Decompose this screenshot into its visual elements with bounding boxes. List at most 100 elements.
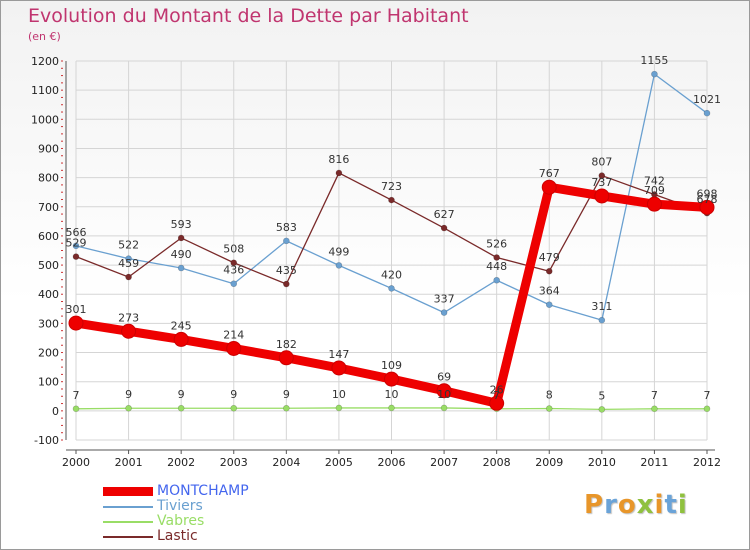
data-point-lastic (125, 273, 132, 281)
legend-label-lastic: Lastic (157, 528, 198, 544)
x-tick-label: 2006 (378, 456, 406, 469)
data-label-tiviers: 566 (66, 226, 87, 239)
data-point-tiviers (440, 309, 448, 316)
data-point-lastic (283, 280, 290, 288)
x-tick-label: 2008 (483, 456, 511, 469)
chart-title: Evolution du Montant de la Dette par Hab… (28, 5, 469, 27)
data-label-tiviers: 311 (591, 300, 612, 313)
data-label-vabres: 9 (230, 388, 237, 401)
legend-label-vabres: Vabres (157, 513, 205, 529)
data-label-tiviers: 337 (434, 293, 455, 306)
data-label-tiviers: 490 (171, 248, 192, 261)
data-label-montchamp: 245 (171, 319, 192, 332)
data-label-vabres: 10 (437, 388, 451, 401)
data-point-lastic (335, 169, 343, 177)
data-label-vabres: 9 (125, 388, 132, 401)
data-label-montchamp: 26 (490, 383, 504, 396)
data-label-tiviers: 1021 (693, 93, 721, 106)
data-label-lastic: 526 (486, 237, 507, 250)
data-point-lastic (545, 267, 553, 275)
x-tick-label: 2010 (588, 456, 616, 469)
x-tick-label: 2007 (430, 456, 458, 469)
y-tick-label: 1100 (31, 84, 59, 97)
data-point-vabres (283, 404, 290, 412)
axes: -100 0 100 200 300 400 500 600 700 800 900 1000 1100… (31, 55, 721, 469)
data-label-vabres: 7 (493, 389, 500, 402)
legend: MONTCHAMP Tiviers Vabres Lastic (103, 484, 249, 544)
y-tick-label: 500 (38, 259, 59, 272)
data-label-montchamp: 109 (381, 359, 402, 372)
data-point-vabres (703, 405, 711, 413)
data-label-vabres: 9 (178, 388, 185, 401)
legend-item-tiviers: Tiviers (103, 499, 249, 514)
legend-item-lastic: Lastic (103, 529, 249, 544)
x-tick-label: 2004 (272, 456, 300, 469)
x-tick-label: 2000 (62, 456, 90, 469)
data-point-tiviers (703, 109, 711, 117)
data-point-montchamp (121, 323, 137, 339)
data-point-tiviers (545, 301, 553, 309)
data-label-montchamp: 737 (591, 176, 612, 189)
data-label-lastic: 508 (223, 243, 244, 256)
data-label-montchamp: 709 (644, 184, 665, 197)
y-tick-label: 700 (38, 201, 59, 214)
data-point-tiviers (125, 255, 132, 262)
data-label-lastic: 723 (381, 180, 402, 193)
data-point-vabres (335, 404, 343, 412)
data-point-vabres (440, 404, 448, 412)
data-point-montchamp (384, 371, 399, 387)
data-point-lastic (177, 234, 185, 242)
legend-item-vabres: Vabres (103, 514, 249, 529)
data-label-vabres: 7 (651, 389, 658, 402)
data-point-lastic (388, 196, 395, 204)
data-point-tiviers (230, 280, 238, 288)
data-point-vabres (545, 405, 553, 412)
x-tick-label: 2005 (325, 456, 353, 469)
y-tick-label: 0 (52, 405, 59, 418)
data-label-lastic: 435 (276, 264, 297, 277)
data-point-tiviers (72, 242, 80, 250)
data-label-tiviers: 499 (328, 245, 349, 258)
x-tick-label: 2012 (693, 456, 721, 469)
data-label-lastic: 459 (118, 257, 139, 270)
y-tick-label: 1200 (31, 55, 59, 68)
data-point-tiviers (651, 70, 658, 78)
proxiti-logo: Proxiti (584, 490, 688, 520)
data-label-montchamp: 69 (437, 371, 451, 384)
y-tick-label: 1000 (31, 113, 59, 126)
data-label-montchamp: 767 (539, 167, 560, 180)
y-tick-label: 200 (38, 347, 59, 360)
data-point-montchamp (646, 196, 662, 212)
data-point-montchamp (278, 350, 294, 366)
data-point-tiviers (493, 276, 500, 284)
y-tick-label: 800 (38, 172, 59, 185)
x-tick-label: 2003 (220, 456, 248, 469)
data-point-tiviers (177, 264, 185, 272)
data-point-lastic (493, 254, 500, 261)
data-point-tiviers (283, 237, 290, 245)
legend-label-tiviers: Tiviers (157, 498, 203, 514)
legend-label-montchamp: MONTCHAMP (157, 483, 249, 499)
data-label-tiviers: 583 (276, 221, 297, 234)
data-label-montchamp: 147 (328, 348, 349, 361)
y-tick-label: -100 (34, 434, 59, 447)
data-label-vabres: 7 (704, 389, 711, 402)
data-label-tiviers: 420 (381, 268, 402, 281)
data-point-vabres (230, 404, 238, 412)
data-label-vabres: 10 (332, 388, 346, 401)
data-label-lastic: 807 (591, 156, 612, 169)
data-label-vabres: 10 (385, 388, 399, 401)
x-tick-label: 2011 (640, 456, 668, 469)
data-label-lastic: 593 (171, 218, 192, 231)
data-point-montchamp (226, 340, 242, 356)
x-tick-label: 2002 (167, 456, 195, 469)
data-point-tiviers (388, 285, 395, 292)
data-label-vabres: 9 (283, 388, 290, 401)
data-label-lastic: 627 (434, 208, 455, 221)
data-label-montchamp: 214 (223, 328, 244, 341)
data-label-tiviers: 364 (539, 285, 560, 298)
data-point-lastic (230, 259, 238, 267)
data-label-vabres: 7 (73, 389, 80, 402)
